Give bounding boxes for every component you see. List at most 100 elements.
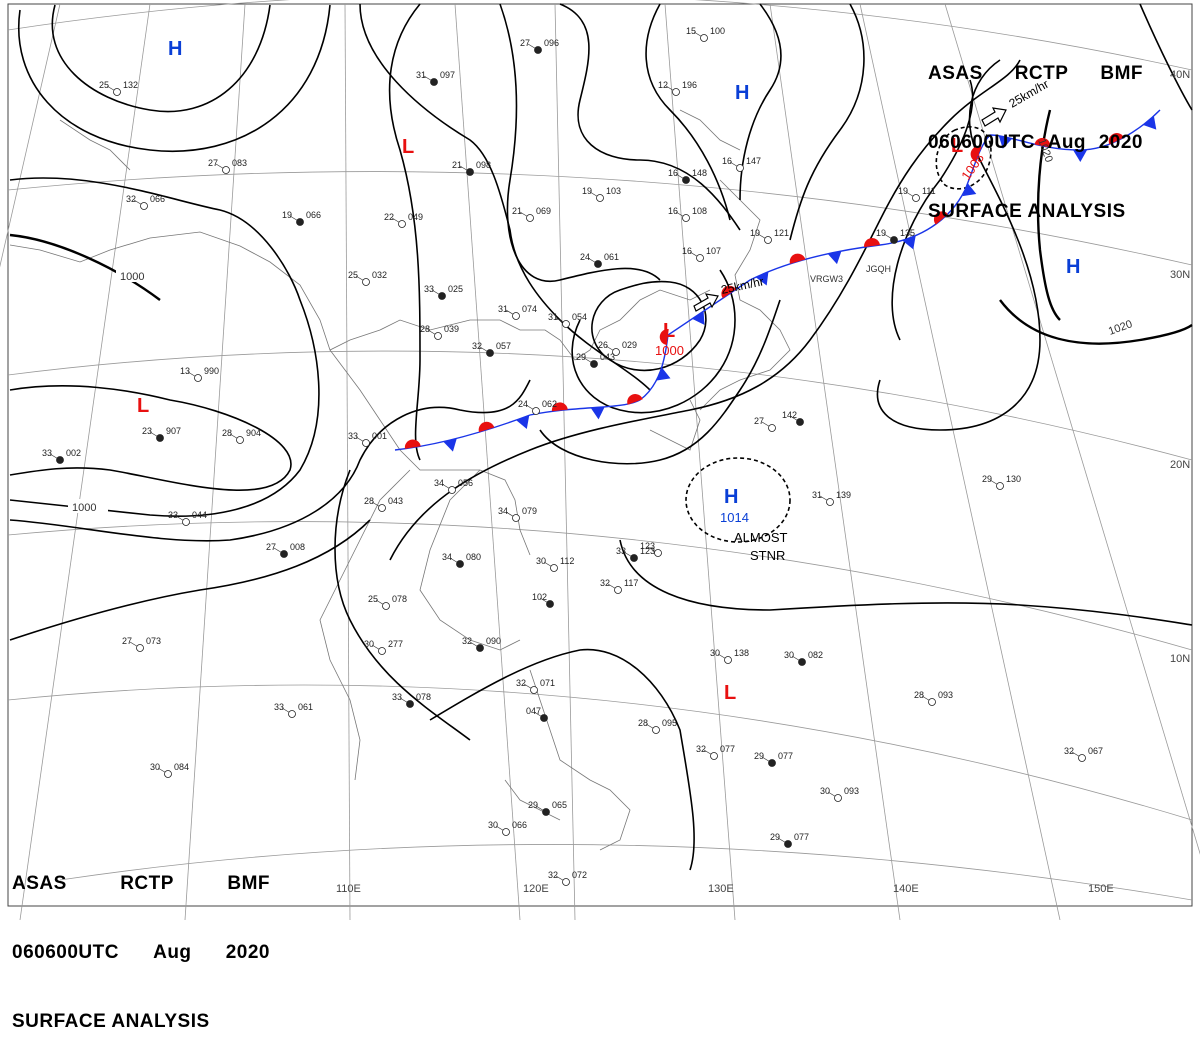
station-pressure: 139 bbox=[836, 490, 851, 500]
station-plot: 25 032 bbox=[348, 270, 387, 286]
station-plot: 047 bbox=[526, 706, 548, 722]
station-circle bbox=[652, 726, 660, 734]
station-temp: 123 bbox=[640, 541, 655, 551]
station-circle bbox=[614, 586, 622, 594]
station-plot: 25 078 bbox=[368, 594, 407, 610]
station-pressure: 043 bbox=[600, 352, 615, 362]
station-temp: 19 bbox=[750, 228, 760, 238]
svg-text:ALMOST: ALMOST bbox=[734, 530, 788, 545]
isobar bbox=[559, 3, 741, 231]
cold-front-symbol bbox=[755, 271, 769, 286]
station-circle bbox=[996, 482, 1004, 490]
station-plot: 30 082 bbox=[784, 650, 823, 666]
pressure-centers: H H H L L L L L H bbox=[137, 38, 1080, 704]
station-pressure: 077 bbox=[778, 751, 793, 761]
station-plot: 32 057 bbox=[472, 341, 511, 357]
station-pressure: 057 bbox=[496, 341, 511, 351]
station-circle bbox=[156, 434, 164, 442]
station-pressure: 067 bbox=[1088, 746, 1103, 756]
station-plot: 29 077 bbox=[770, 832, 809, 848]
cold-front-symbol bbox=[1143, 115, 1157, 130]
station-temp: 27 bbox=[754, 416, 764, 426]
station-circle bbox=[140, 202, 148, 210]
station-circle bbox=[512, 514, 520, 522]
high-center: H bbox=[724, 486, 738, 508]
lon-label: 120E bbox=[523, 883, 549, 895]
station-plot: 19 135 bbox=[876, 228, 915, 244]
isobar bbox=[499, 3, 661, 283]
station-plot: 30 138 bbox=[710, 648, 749, 664]
header-center: ASAS bbox=[12, 873, 67, 894]
station-temp: 16 bbox=[668, 168, 678, 178]
motion-label: 25km/hr bbox=[720, 274, 765, 297]
station-temp: 31 bbox=[498, 304, 508, 314]
station-plot: 31 097 bbox=[416, 70, 455, 86]
station-pressure: 039 bbox=[444, 324, 459, 334]
stationary-front bbox=[394, 109, 1161, 451]
header-code: BMF bbox=[1100, 63, 1143, 84]
station-circle bbox=[512, 312, 520, 320]
station-temp: 23 bbox=[142, 426, 152, 436]
ship-ids: VRGW3 JGQH bbox=[810, 264, 891, 284]
warm-front-symbol bbox=[1034, 137, 1051, 148]
station-plot: 21 098 bbox=[452, 160, 491, 176]
station-plot: 31 074 bbox=[498, 304, 537, 320]
station-temp: 28 bbox=[638, 718, 648, 728]
arrow-icon bbox=[981, 107, 1007, 127]
warm-front-symbol bbox=[551, 402, 568, 412]
isobar bbox=[9, 385, 292, 491]
station-circle bbox=[502, 828, 510, 836]
isobar-label: 1020 bbox=[1107, 318, 1134, 338]
station-plot: 27 073 bbox=[122, 636, 161, 652]
isobar bbox=[388, 3, 421, 461]
station-plot: 28 095 bbox=[638, 718, 677, 734]
station-circle bbox=[1078, 754, 1086, 762]
cold-front-symbol bbox=[902, 235, 916, 250]
station-plot: 33 044 bbox=[168, 510, 207, 526]
station-circle bbox=[784, 840, 792, 848]
station-temp: 27 bbox=[520, 38, 530, 48]
station-temp: 33 bbox=[168, 510, 178, 520]
station-pressure: 093 bbox=[938, 690, 953, 700]
station-plot: 31 054 bbox=[548, 312, 587, 328]
station-temp: 24 bbox=[580, 252, 590, 262]
station-plot: 27 bbox=[754, 416, 776, 432]
station-circle bbox=[526, 214, 534, 222]
station-temp: 27 bbox=[208, 158, 218, 168]
station-pressure: 008 bbox=[290, 542, 305, 552]
station-circle bbox=[434, 332, 442, 340]
station-plot: 27 008 bbox=[266, 542, 305, 558]
station-pressure: 097 bbox=[440, 70, 455, 80]
station-temp: 16 bbox=[722, 156, 732, 166]
station-temp: 15 bbox=[686, 26, 696, 36]
header-line-1: ASAS RCTP BMF bbox=[928, 62, 1143, 85]
warm-front-symbol bbox=[970, 146, 982, 162]
station-temp: 29 bbox=[528, 800, 538, 810]
station-plot: 33 123 bbox=[616, 546, 655, 562]
station-plot: 16 107 bbox=[682, 246, 721, 262]
station-circle bbox=[136, 644, 144, 652]
lat-lon-labels: 40N 30N 20N 10N 110E 120E 130E 140E 150E bbox=[336, 69, 1190, 895]
station-circle bbox=[532, 407, 540, 415]
lon-label: 110E bbox=[336, 883, 361, 895]
isobar bbox=[645, 3, 731, 221]
station-pressure: 061 bbox=[604, 252, 619, 262]
station-circle bbox=[724, 656, 732, 664]
station-pressure: 072 bbox=[572, 870, 587, 880]
station-pressure: 083 bbox=[232, 158, 247, 168]
lon-label: 150E bbox=[1088, 883, 1114, 895]
warm-front-symbol bbox=[627, 394, 643, 405]
station-pressure: 066 bbox=[150, 194, 165, 204]
station-circle bbox=[682, 214, 690, 222]
station-temp: 33 bbox=[348, 431, 358, 441]
header-title: SURFACE ANALYSIS bbox=[928, 201, 1126, 222]
station-circle bbox=[362, 439, 370, 447]
stationary-note: ALMOST STNR bbox=[734, 530, 788, 563]
station-temp: 12 bbox=[658, 80, 668, 90]
station-pressure: 098 bbox=[476, 160, 491, 170]
station-temp: 27 bbox=[122, 636, 132, 646]
map-frame bbox=[7, 3, 1193, 907]
station-temp: 31 bbox=[812, 490, 822, 500]
station-temp: 33 bbox=[42, 448, 52, 458]
station-temp: 30 bbox=[488, 820, 498, 830]
